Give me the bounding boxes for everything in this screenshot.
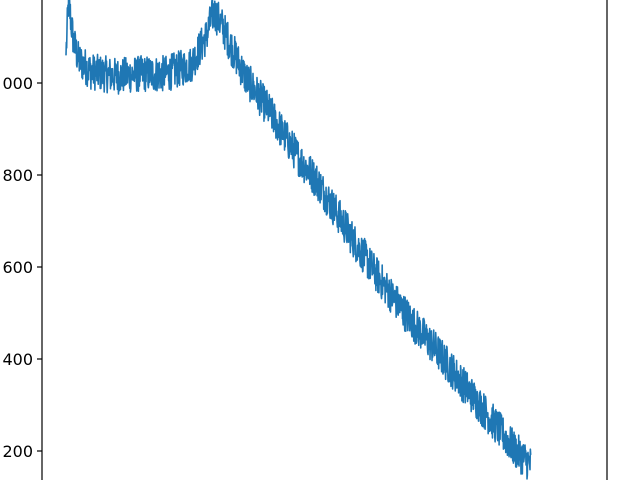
y-tick-label: 200	[2, 0, 33, 1]
y-tick-label: 200	[2, 442, 33, 461]
series-layer	[65, 0, 532, 480]
y-tick-label: 400	[2, 350, 33, 369]
axes-frame	[41, 0, 608, 480]
y-tick-label: 000	[2, 74, 33, 93]
y-axis-ticks: 200 000 800 600 400 200	[2, 0, 42, 461]
series-line	[65, 0, 532, 480]
y-tick-label: 600	[2, 258, 33, 277]
y-tick-label: 800	[2, 166, 33, 185]
